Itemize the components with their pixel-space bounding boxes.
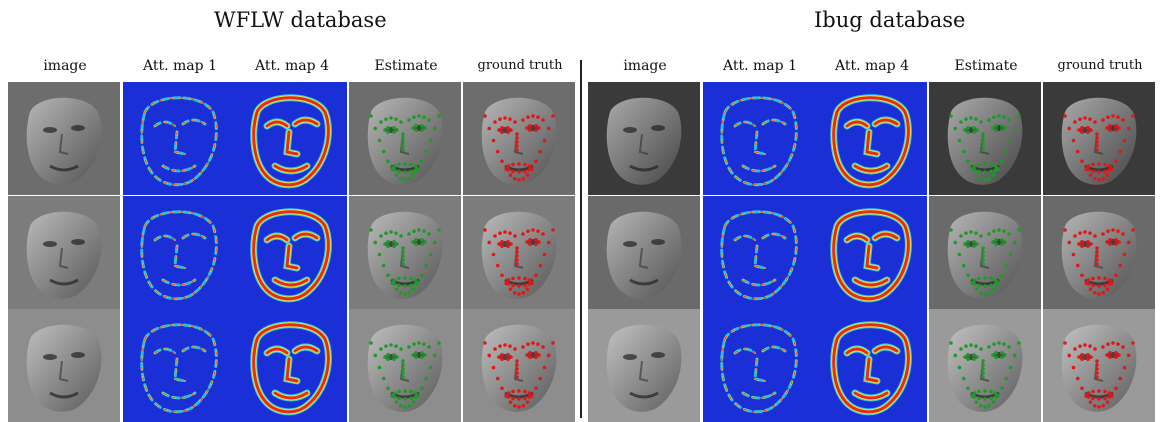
- truth-image: [1043, 196, 1155, 309]
- panel-divider: [580, 60, 582, 418]
- column-header-image: image: [43, 58, 87, 74]
- ibug-estimate-tile: [929, 196, 1041, 309]
- ibug-att1-tile: [703, 196, 815, 309]
- column-header-image: image: [623, 58, 667, 74]
- column-header-ground-truth: ground truth: [1057, 58, 1143, 73]
- att4-image: [235, 82, 347, 195]
- ibug-image-tile: [588, 82, 700, 195]
- wflw-att4-tile: [235, 196, 347, 309]
- att4-image: [235, 309, 347, 422]
- column-header-att-map-1: Att. map 1: [143, 58, 217, 74]
- att1-image: [703, 309, 815, 422]
- att4-image: [815, 196, 927, 309]
- att1-image: [703, 196, 815, 309]
- wflw-image-tile: [8, 309, 120, 422]
- att1-image: [123, 82, 235, 195]
- wflw-image-tile: [8, 82, 120, 195]
- estimate-image: [929, 82, 1041, 195]
- estimate-image: [349, 82, 461, 195]
- column-header-ground-truth: ground truth: [477, 58, 563, 73]
- wflw-att1-tile: [123, 309, 235, 422]
- wflw-image-tile: [8, 196, 120, 309]
- estimate-image: [349, 309, 461, 422]
- wflw-truth-tile: [463, 309, 575, 422]
- ibug-estimate-tile: [929, 82, 1041, 195]
- estimate-image: [929, 309, 1041, 422]
- ibug-truth-tile: [1043, 82, 1155, 195]
- att4-image: [815, 309, 927, 422]
- image-image: [588, 196, 700, 309]
- wflw-truth-tile: [463, 82, 575, 195]
- ibug-image-tile: [588, 196, 700, 309]
- ibug-att1-tile: [703, 82, 815, 195]
- truth-image: [463, 309, 575, 422]
- wflw-att1-tile: [123, 196, 235, 309]
- att4-image: [235, 196, 347, 309]
- image-image: [588, 82, 700, 195]
- ibug-image-tile: [588, 309, 700, 422]
- panel-title-wflw: WFLW database: [214, 8, 387, 32]
- wflw-att4-tile: [235, 309, 347, 422]
- image-image: [588, 309, 700, 422]
- wflw-att4-tile: [235, 82, 347, 195]
- ibug-att4-tile: [815, 309, 927, 422]
- column-header-estimate: Estimate: [374, 58, 438, 74]
- image-image: [8, 196, 120, 309]
- ibug-estimate-tile: [929, 309, 1041, 422]
- wflw-att1-tile: [123, 82, 235, 195]
- estimate-image: [929, 196, 1041, 309]
- column-header-att-map-4: Att. map 4: [255, 58, 329, 74]
- column-header-att-map-1: Att. map 1: [723, 58, 797, 74]
- truth-image: [1043, 309, 1155, 422]
- wflw-estimate-tile: [349, 196, 461, 309]
- wflw-estimate-tile: [349, 82, 461, 195]
- att1-image: [123, 309, 235, 422]
- column-header-estimate: Estimate: [954, 58, 1018, 74]
- att4-image: [815, 82, 927, 195]
- ibug-att4-tile: [815, 196, 927, 309]
- ibug-truth-tile: [1043, 196, 1155, 309]
- att1-image: [703, 82, 815, 195]
- image-image: [8, 309, 120, 422]
- ibug-att4-tile: [815, 82, 927, 195]
- wflw-truth-tile: [463, 196, 575, 309]
- ibug-truth-tile: [1043, 309, 1155, 422]
- truth-image: [1043, 82, 1155, 195]
- ibug-att1-tile: [703, 309, 815, 422]
- wflw-estimate-tile: [349, 309, 461, 422]
- column-header-att-map-4: Att. map 4: [835, 58, 909, 74]
- truth-image: [463, 196, 575, 309]
- att1-image: [123, 196, 235, 309]
- panel-title-ibug: Ibug database: [814, 8, 966, 32]
- truth-image: [463, 82, 575, 195]
- estimate-image: [349, 196, 461, 309]
- image-image: [8, 82, 120, 195]
